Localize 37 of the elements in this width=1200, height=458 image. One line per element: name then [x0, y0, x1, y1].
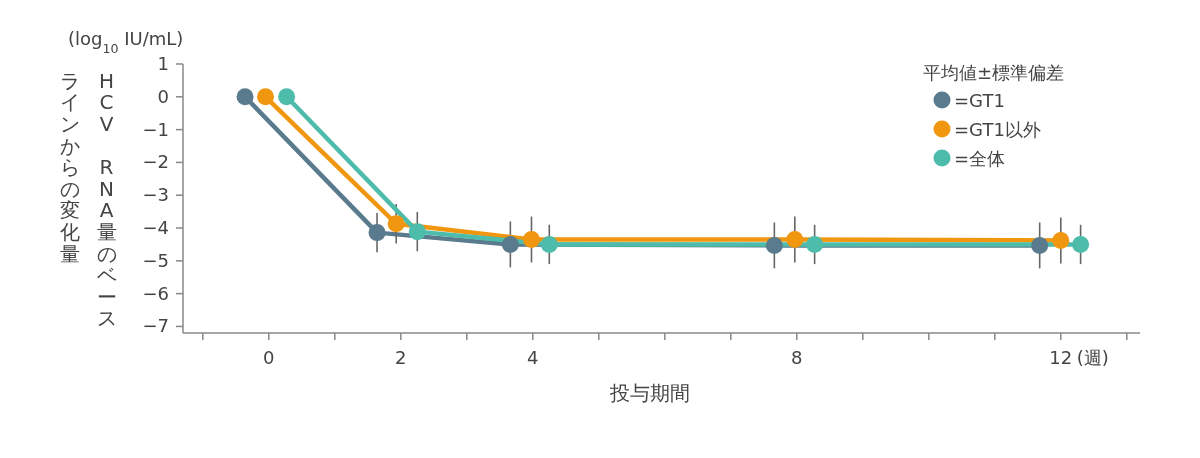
y-tick-label: −4	[142, 217, 169, 239]
y-tick-label: −2	[142, 151, 169, 173]
text: (log$_{10}$ IU/mL)	[68, 28, 184, 56]
text: (週)	[1076, 347, 1109, 368]
point	[236, 88, 254, 106]
point	[408, 223, 426, 241]
legend-label: =全体	[954, 148, 1006, 169]
point	[278, 88, 296, 106]
point	[257, 88, 274, 106]
point	[522, 231, 540, 249]
point	[806, 235, 824, 253]
x-tick-label: 2	[395, 347, 407, 368]
y-tick-label: 1	[157, 53, 169, 74]
x-tick-label: 8	[791, 347, 803, 368]
x-tick-label: 4	[527, 347, 539, 368]
point	[368, 224, 386, 242]
point	[786, 231, 804, 249]
y-tick-label: −1	[142, 118, 169, 140]
point	[1031, 236, 1049, 254]
point	[1072, 235, 1090, 253]
legend-label: =GT1以外	[954, 119, 1041, 140]
x-tick-label: 0	[263, 347, 275, 368]
legend-label: =GT1	[954, 90, 1005, 111]
y-tick-label: −3	[142, 184, 169, 206]
point	[765, 236, 783, 254]
point	[501, 235, 519, 253]
x-axis-title: 投与期間	[608, 381, 690, 405]
x-tick-label: 12	[1049, 347, 1073, 368]
y-tick-label: 0	[157, 85, 169, 107]
text: HCV RNA量のベースラインからの変化量	[59, 68, 117, 331]
point	[540, 235, 558, 253]
point	[1052, 231, 1070, 249]
y-tick-label: −5	[142, 249, 169, 271]
y-tick-label: −7	[142, 315, 169, 337]
point	[387, 215, 405, 233]
y-tick-label: −6	[142, 282, 169, 304]
legend-title: 平均値±標準偏差	[923, 62, 1065, 83]
